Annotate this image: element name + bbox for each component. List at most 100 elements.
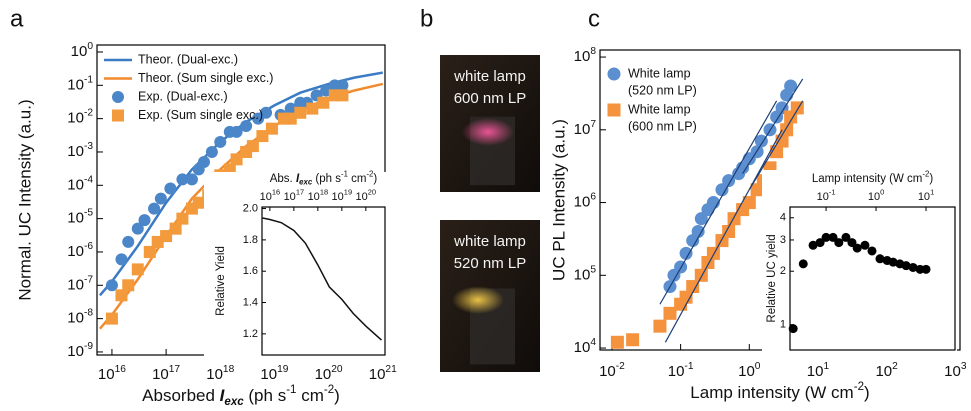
legend-label: White lamp xyxy=(628,66,691,80)
label-part: I xyxy=(220,386,226,405)
tick-label-base: 10 xyxy=(944,363,961,380)
tick-label: 106 xyxy=(574,191,597,210)
tick-label: 1 xyxy=(780,319,786,331)
photo-caption: white lamp xyxy=(453,68,526,85)
data-point xyxy=(192,196,205,209)
legend-label: (600 nm LP) xyxy=(628,119,697,133)
tick-label: 1.2 xyxy=(243,328,258,340)
data-point xyxy=(169,222,182,235)
tick-label-exponent: -9 xyxy=(84,341,93,352)
tick-label: 1.8 xyxy=(243,234,258,246)
panel-label: c xyxy=(588,5,600,32)
data-point xyxy=(256,130,269,143)
legend-label: (520 nm LP) xyxy=(628,83,697,97)
tick-label: 1017 xyxy=(152,364,180,383)
data-point xyxy=(317,96,330,109)
tick-label: 101 xyxy=(918,188,934,203)
data-point xyxy=(663,306,677,320)
tick-label-exponent: 18 xyxy=(320,188,328,197)
label-part: Lamp intensity (W cm xyxy=(690,383,853,402)
tick-label: 104 xyxy=(574,337,597,356)
tick-label-base: 10 xyxy=(67,143,84,160)
tick-label: 10-7 xyxy=(67,274,93,293)
panel-label: b xyxy=(420,5,433,32)
data-point xyxy=(230,125,243,138)
data-point xyxy=(808,240,818,250)
tick-label-exponent: -6 xyxy=(84,241,93,252)
label-part: -2 xyxy=(854,381,864,393)
data-point xyxy=(176,212,189,225)
data-point xyxy=(706,246,720,260)
y-axis-label: UC PL Intensity (a.u.) xyxy=(549,119,568,281)
data-point xyxy=(154,192,167,205)
tick-label-base: 10 xyxy=(738,363,755,380)
tick-label: 10-1 xyxy=(67,74,93,93)
x-axis-label: Lamp intensity (W cm-2) xyxy=(812,169,934,185)
label-part: -2 xyxy=(324,384,334,396)
data-point xyxy=(722,174,736,188)
tick-label-base: 10 xyxy=(260,366,277,383)
data-point xyxy=(694,268,708,282)
tick-label-base: 10 xyxy=(206,366,223,383)
plot-frame xyxy=(261,206,386,356)
tick-label-base: 10 xyxy=(918,191,930,203)
data-point xyxy=(105,312,118,325)
label-part: (ph s xyxy=(312,173,341,185)
data-point xyxy=(691,224,705,238)
tick-label: 102 xyxy=(875,361,898,380)
data-point xyxy=(148,202,161,215)
label-part: exc xyxy=(299,178,313,187)
data-point xyxy=(694,212,708,226)
data-point xyxy=(160,230,173,243)
data-point xyxy=(921,264,931,274)
inset-background xyxy=(204,172,387,357)
data-point xyxy=(821,232,831,242)
tick-label: 2 xyxy=(780,265,786,277)
label-part: exc xyxy=(224,396,244,406)
label-part: cm xyxy=(296,386,323,405)
tick-label: 1018 xyxy=(308,188,329,203)
tick-label-base: 10 xyxy=(668,363,685,380)
tick-label: 105 xyxy=(574,264,597,283)
legend-marker xyxy=(112,91,124,103)
tick-label-exponent: 6 xyxy=(590,191,596,202)
tick-label-exponent: 17 xyxy=(296,188,304,197)
tick-label-exponent: 17 xyxy=(169,364,181,375)
tick-label: 101 xyxy=(807,361,830,380)
tick-label-base: 10 xyxy=(574,266,591,283)
tick-label: 1020 xyxy=(315,364,343,383)
label-part: I xyxy=(296,173,300,185)
tick-label-base: 10 xyxy=(67,276,84,293)
label-part: ) xyxy=(929,173,933,185)
tick-label: 10-8 xyxy=(67,307,93,326)
data-point xyxy=(770,145,784,159)
tick-label: 4 xyxy=(780,212,786,224)
tick-label: 100 xyxy=(868,188,884,203)
data-point xyxy=(626,333,640,347)
tick-label-base: 10 xyxy=(67,210,84,227)
data-point xyxy=(230,153,243,166)
photo-caption: 520 nm LP xyxy=(454,255,527,272)
data-point xyxy=(754,134,768,148)
tick-label-exponent: -4 xyxy=(84,174,93,185)
data-point xyxy=(205,145,218,158)
data-point xyxy=(798,259,808,269)
label-part: Absorbed xyxy=(142,386,220,405)
tick-label-exponent: 1 xyxy=(823,361,829,372)
legend-marker xyxy=(607,67,621,81)
data-point xyxy=(197,156,210,169)
data-point xyxy=(164,182,177,195)
tick-label-exponent: 0 xyxy=(87,41,93,52)
legend-marker xyxy=(112,109,124,122)
tick-label-base: 10 xyxy=(369,366,386,383)
tick-label-base: 10 xyxy=(315,366,332,383)
tick-label: 100 xyxy=(71,41,94,60)
tick-label: 2.0 xyxy=(243,202,258,214)
data-point xyxy=(815,238,825,248)
data-point xyxy=(788,324,798,334)
tick-label: 10-9 xyxy=(67,341,93,360)
tick-label: 1.4 xyxy=(243,296,258,308)
tick-label-base: 10 xyxy=(599,363,616,380)
data-point xyxy=(294,106,307,119)
data-point xyxy=(722,224,736,238)
